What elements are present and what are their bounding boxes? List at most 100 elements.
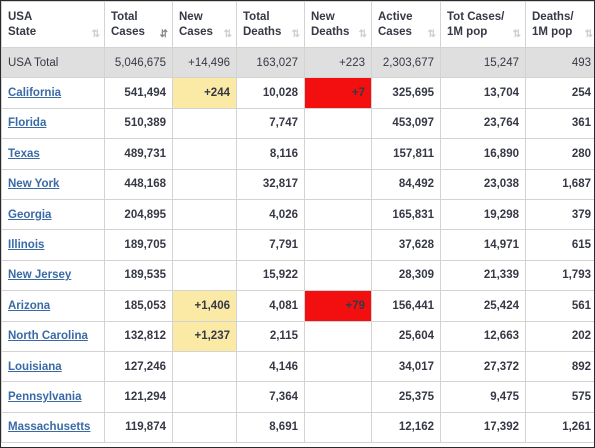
cell-active-cases: 157,811: [371, 138, 441, 170]
table-row: Massachusetts 119,874 8,691 12,162 17,392 1,2…: [1, 411, 594, 444]
state-link[interactable]: New Jersey: [8, 269, 72, 282]
cell-total-cases: 448,168: [104, 168, 173, 200]
cell-total-cases: 204,895: [104, 198, 173, 231]
state-link[interactable]: New York: [8, 178, 60, 191]
cell-new-deaths: [304, 411, 372, 444]
sort-icon[interactable]: ⇅: [427, 29, 436, 40]
state-link[interactable]: Louisiana: [8, 360, 62, 373]
cell-new-deaths: [304, 229, 372, 261]
table-row: Arizona 185,053 +1,406 4,081 +79 156,441 25,42…: [1, 290, 594, 322]
state-link[interactable]: Georgia: [8, 208, 52, 221]
table-row: Pennsylvania 121,294 7,364 25,375 9,475 575: [1, 381, 594, 413]
cell-tot-cases-per-1m: 15,247: [440, 46, 526, 79]
state-link[interactable]: Texas: [8, 147, 40, 160]
cell-total-cases: 510,389: [104, 107, 173, 140]
cell-tot-cases-per-1m: 23,038: [440, 168, 526, 200]
cell-state: Georgia: [1, 198, 105, 231]
cell-new-cases: +14,496: [172, 46, 237, 79]
cell-state: Pennsylvania: [1, 381, 105, 413]
cell-tot-cases-per-1m: 23,764: [440, 107, 526, 140]
sort-icon[interactable]: ⇅: [512, 29, 521, 40]
table-row: North Carolina 132,812 +1,237 2,115 25,604 12…: [1, 320, 594, 352]
cell-total-deaths: 10,028: [236, 77, 305, 109]
cell-tot-cases-per-1m: 25,424: [440, 290, 526, 322]
header-line-1: New: [179, 10, 203, 23]
cell-total-deaths: 7,364: [236, 381, 305, 413]
sort-icon[interactable]: ⇅: [358, 29, 367, 40]
cell-total-cases: 5,046,675: [104, 46, 173, 79]
cell-total-cases: 121,294: [104, 381, 173, 413]
cell-state: New Jersey: [1, 259, 105, 292]
cell-total-deaths: 7,791: [236, 229, 305, 261]
state-link[interactable]: North Carolina: [8, 330, 88, 343]
cell-deaths-per-1m: 892: [525, 350, 594, 383]
header-line-1: Total: [111, 10, 138, 23]
cell-new-cases: [172, 350, 237, 383]
cell-tot-cases-per-1m: 27,372: [440, 350, 526, 383]
cell-new-cases: +1,237: [172, 320, 237, 352]
column-header-total-deaths[interactable]: Total Deaths ⇅: [236, 1, 305, 48]
cell-deaths-per-1m: 280: [525, 138, 594, 170]
cell-active-cases: 325,695: [371, 77, 441, 109]
state-link[interactable]: Florida: [8, 117, 47, 130]
sort-icon[interactable]: ⇅: [584, 29, 593, 40]
table-row: Illinois 189,705 7,791 37,628 14,971 615: [1, 229, 594, 261]
column-header-state[interactable]: USA State ⇅: [1, 1, 105, 48]
state-link[interactable]: Pennsylvania: [8, 390, 82, 403]
cell-active-cases: 2,303,677: [371, 46, 441, 79]
header-line-2: 1M pop: [532, 25, 573, 38]
cell-active-cases: 34,017: [371, 350, 441, 383]
cell-tot-cases-per-1m: 12,663: [440, 320, 526, 352]
total-row: USA Total 5,046,675 +14,496 163,027 +223…: [1, 46, 594, 79]
cell-total-deaths: 4,081: [236, 290, 305, 322]
cell-new-deaths: [304, 198, 372, 231]
cell-total-cases: 541,494: [104, 77, 173, 109]
table-row: Florida 510,389 7,747 453,097 23,764 361: [1, 107, 594, 140]
column-header-new-cases[interactable]: New Cases ⇅: [172, 1, 237, 48]
cell-tot-cases-per-1m: 13,704: [440, 77, 526, 109]
cell-deaths-per-1m: 1,793: [525, 259, 594, 292]
header-line-2: Cases: [111, 25, 145, 38]
state-link[interactable]: Arizona: [8, 299, 51, 312]
cell-tot-cases-per-1m: 9,475: [440, 381, 526, 413]
total-row-label: USA Total: [1, 46, 105, 79]
cell-active-cases: 84,492: [371, 168, 441, 200]
cell-total-deaths: 4,146: [236, 350, 305, 383]
cell-new-deaths: +7: [304, 77, 372, 109]
cell-deaths-per-1m: 361: [525, 107, 594, 140]
cell-state: California: [1, 77, 105, 109]
cell-new-cases: [172, 198, 237, 231]
sort-icon[interactable]: ⇅: [223, 29, 232, 40]
cell-deaths-per-1m: 561: [525, 290, 594, 322]
sort-icon[interactable]: ⇅: [291, 29, 300, 40]
cell-active-cases: 28,309: [371, 259, 441, 292]
column-header-tot-cases-per-1m[interactable]: Tot Cases/ 1M pop ⇅: [440, 1, 526, 48]
column-header-active-cases[interactable]: Active Cases ⇅: [371, 1, 441, 48]
sort-icon[interactable]: ⇅: [91, 29, 100, 40]
column-header-deaths-per-1m[interactable]: Deaths/ 1M pop ⇅: [525, 1, 594, 48]
cell-total-cases: 185,053: [104, 290, 173, 322]
cell-active-cases: 453,097: [371, 107, 441, 140]
cell-total-cases: 189,535: [104, 259, 173, 292]
state-link[interactable]: California: [8, 87, 62, 100]
cell-total-deaths: 7,747: [236, 107, 305, 140]
table-row: California 541,494 +244 10,028 +7 325,695 13,7…: [1, 77, 594, 109]
cell-state: Louisiana: [1, 350, 105, 383]
header-line-2: State: [8, 25, 37, 38]
state-link[interactable]: Illinois: [8, 239, 45, 252]
column-header-total-cases[interactable]: Total Cases ⇵: [104, 1, 173, 48]
sort-descending-icon[interactable]: ⇵: [159, 29, 168, 40]
cell-total-deaths: 8,691: [236, 411, 305, 444]
cell-deaths-per-1m: 379: [525, 198, 594, 231]
cell-deaths-per-1m: 575: [525, 381, 594, 413]
state-link[interactable]: Massachusetts: [8, 421, 91, 434]
cell-new-deaths: [304, 320, 372, 352]
header-line-1: New: [311, 10, 335, 23]
header-line-1: Total: [243, 10, 270, 23]
cell-state: Texas: [1, 138, 105, 170]
cell-total-deaths: 8,116: [236, 138, 305, 170]
column-header-new-deaths[interactable]: New Deaths ⇅: [304, 1, 372, 48]
cell-deaths-per-1m: 615: [525, 229, 594, 261]
cell-new-cases: [172, 138, 237, 170]
cell-active-cases: 12,162: [371, 411, 441, 444]
